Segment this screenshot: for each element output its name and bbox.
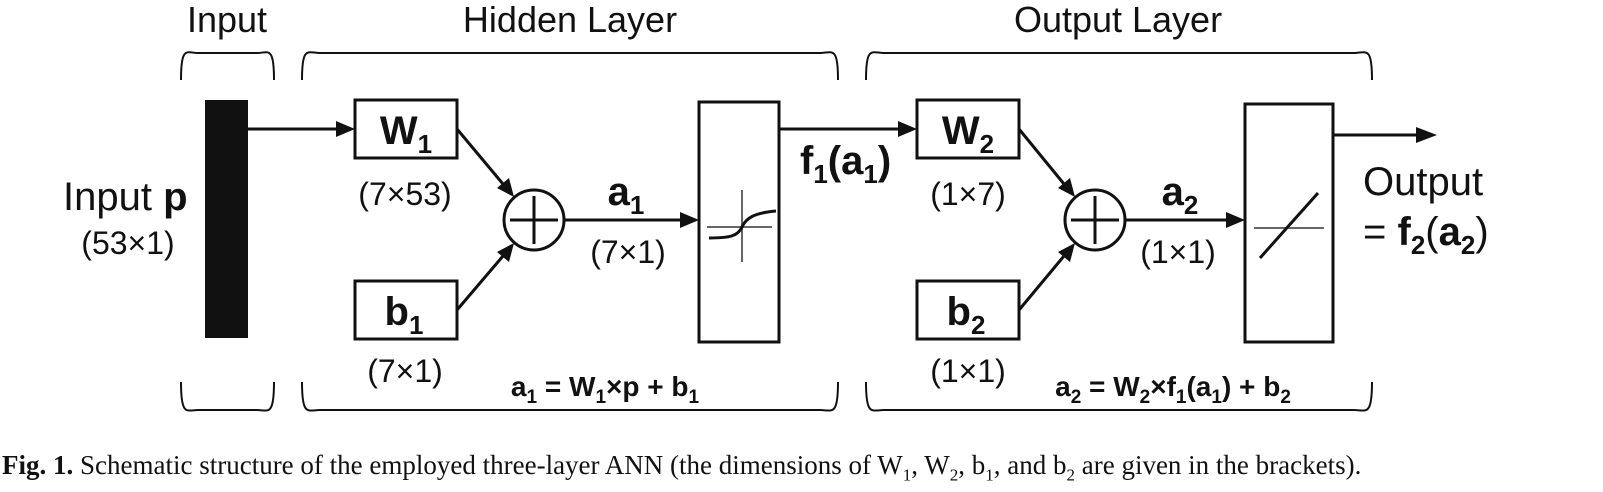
b1-label: b1 xyxy=(385,290,424,340)
b1-dims: (7×1) xyxy=(367,353,443,389)
arrow-w1-to-sum xyxy=(455,128,514,197)
arrow-b2-to-sum xyxy=(1017,243,1075,311)
output-label: Output xyxy=(1363,160,1483,204)
input-vector-bar xyxy=(205,100,248,338)
w2-dims: (1×7) xyxy=(930,176,1006,212)
output-equation: a2 = W2×f1(a1) + b2 xyxy=(1055,371,1291,408)
figure-caption: Fig. 1. Schematic structure of the emplo… xyxy=(2,450,1362,485)
w2-label: W2 xyxy=(942,109,994,159)
a2-label: a2 xyxy=(1162,170,1199,220)
output-bracket-top xyxy=(865,51,1373,81)
b2-label: b2 xyxy=(947,290,986,340)
b1-box xyxy=(353,279,459,341)
sum-node-output xyxy=(1063,188,1127,252)
hidden-layer-title: Hidden Layer xyxy=(463,0,677,40)
a2-dims: (1×1) xyxy=(1140,234,1216,270)
output-formula: = f2(a2) xyxy=(1363,210,1489,260)
linear-transfer-box xyxy=(1243,102,1335,344)
linear-icon xyxy=(1254,192,1324,259)
hidden-bracket-bottom xyxy=(301,381,839,412)
a1-dims: (7×1) xyxy=(590,234,666,270)
figure-label: Fig. 1. xyxy=(2,450,74,480)
w2-box xyxy=(915,98,1021,160)
input-p-label: Input p xyxy=(63,175,188,219)
arrow-sum-to-sigmoid xyxy=(564,212,699,228)
input-bracket-bottom xyxy=(180,381,275,412)
input-layer-title: Input xyxy=(187,0,267,40)
input-bracket-top xyxy=(180,51,275,81)
w1-dims: (7×53) xyxy=(358,176,451,212)
sigmoid-icon xyxy=(707,190,777,262)
output-layer-title: Output Layer xyxy=(1014,0,1222,40)
w1-label: W1 xyxy=(380,109,432,159)
input-dims: (53×1) xyxy=(81,225,174,261)
hidden-equation: a1 = W1×p + b1 xyxy=(511,371,700,408)
output-bracket-bottom xyxy=(865,381,1373,412)
arrow-w2-to-sum xyxy=(1017,128,1075,197)
arrow-b1-to-sum xyxy=(455,243,514,311)
hidden-bracket-top xyxy=(301,51,839,81)
b2-dims: (1×1) xyxy=(930,353,1006,389)
sigmoid-transfer-box xyxy=(697,100,781,344)
arrow-linear-to-output xyxy=(1333,127,1437,143)
arrow-sum-to-linear xyxy=(1125,212,1245,228)
f1-a1-label: f1(a1) xyxy=(800,139,891,189)
arrow-sigmoid-to-w2 xyxy=(779,121,917,137)
arrow-input-to-w1 xyxy=(248,121,355,137)
sum-node-hidden xyxy=(502,188,566,252)
a1-label: a1 xyxy=(608,170,645,220)
b2-box xyxy=(915,279,1021,341)
